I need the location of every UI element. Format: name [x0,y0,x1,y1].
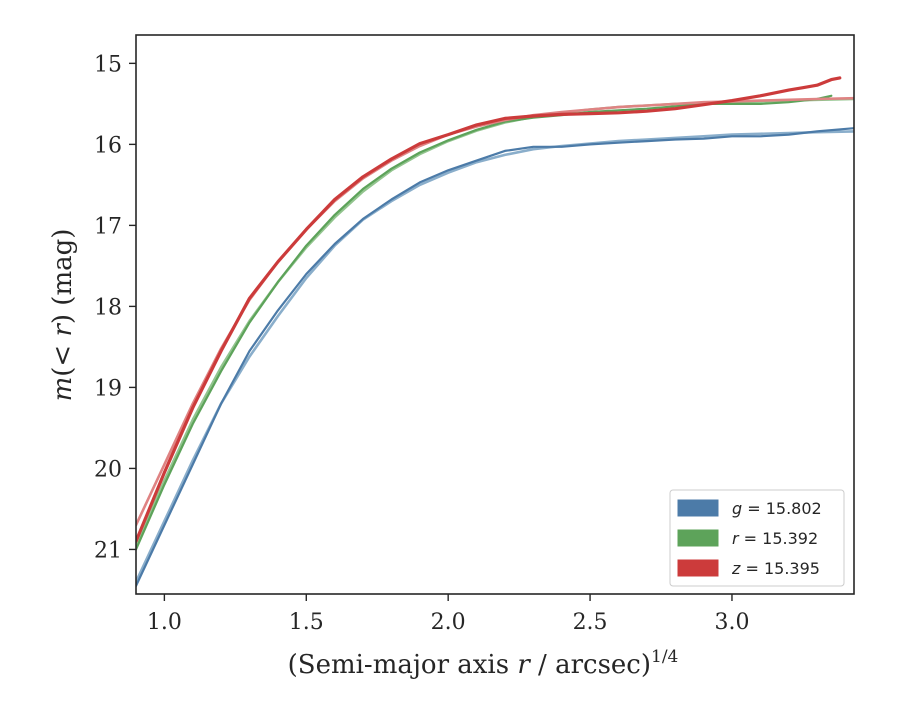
y-axis-label-lt: < [48,337,78,367]
plot-frame [135,34,855,595]
series-layer [136,76,854,587]
y-tick-label: 15 [94,52,122,77]
legend-label-z: z = 15.395 [731,559,820,578]
x-axis-label: (Semi-major axis r / arcsec)1/4 [288,647,679,680]
legend-swatch-g [677,499,719,517]
series-g-data-line [136,127,854,587]
y-axis-label-m: m [48,377,78,402]
x-tick-label: 1.0 [147,610,182,635]
y-axis-label: m(< r) (mag) [48,229,78,402]
legend-label-r: r = 15.392 [732,529,818,548]
y-tick-label: 18 [94,295,122,320]
y-tick-label: 16 [94,133,122,158]
series-r-model-line [136,97,854,547]
y-axis-ticks: 15 16 17 18 19 20 21 [94,52,136,563]
x-axis-label-suffix: / arcsec) [530,650,651,680]
y-tick-label: 21 [94,538,122,563]
y-tick-label: 20 [94,457,122,482]
x-tick-label: 2.5 [573,610,608,635]
x-axis-label-variable: r [517,650,531,680]
legend-swatch-r [677,529,719,547]
x-tick-label: 2.0 [431,610,466,635]
y-tick-label: 19 [94,376,122,401]
y-axis-label-close: ) [48,314,78,324]
series-r-data-line [136,94,833,551]
series-g-model-line [136,130,854,584]
y-axis-label-open: ( [48,367,78,377]
x-axis-label-prefix: (Semi-major axis [288,650,518,680]
series-z-data-line [136,76,842,543]
x-axis-label-exponent: 1/4 [651,647,678,667]
legend-swatch-z [677,559,719,577]
x-tick-label: 3.0 [714,610,749,635]
x-axis-ticks: 1.0 1.5 2.0 2.5 3.0 [147,594,749,635]
legend: g = 15.802 r = 15.392 z = 15.395 [669,489,845,587]
y-axis-label-unit: (mag) [48,229,78,314]
x-tick-label: 1.5 [289,610,324,635]
y-tick-label: 17 [94,214,122,239]
y-axis-label-r: r [48,323,78,337]
legend-label-g: g = 15.802 [732,499,822,518]
